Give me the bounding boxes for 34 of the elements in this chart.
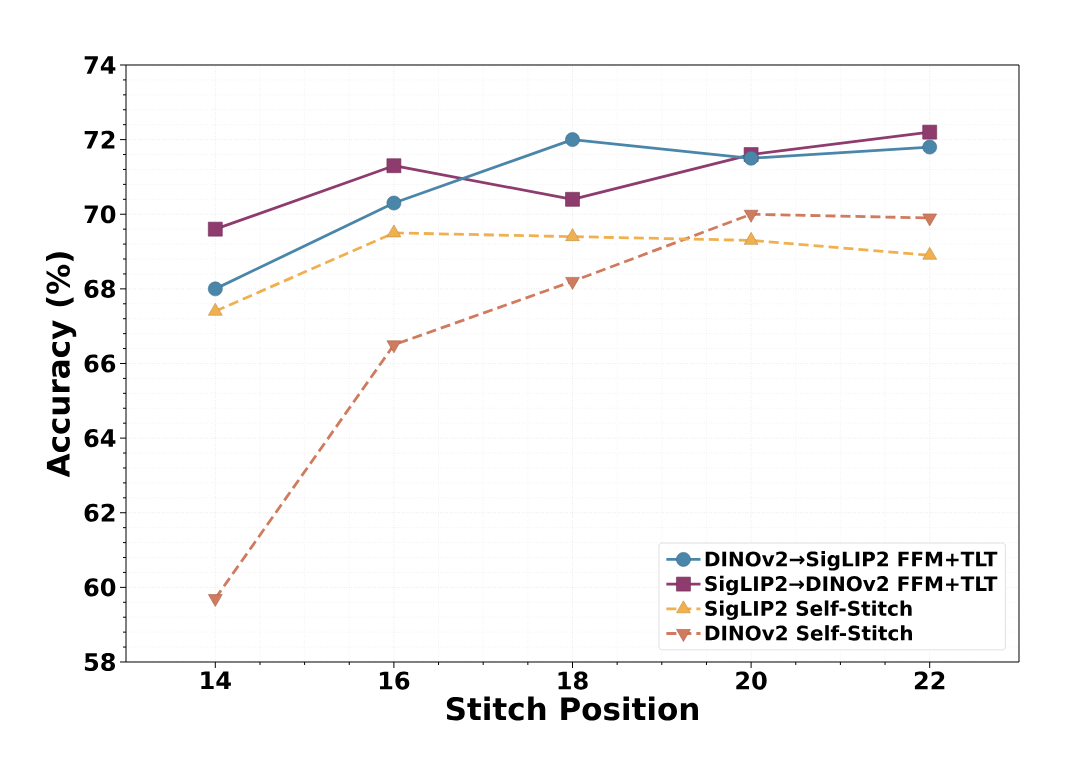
y-tick-label: 70 xyxy=(84,205,116,224)
point xyxy=(386,158,402,174)
legend-label: SigLIP2→DINOv2 FFM+TLT xyxy=(705,575,998,596)
y-tick-label: 74 xyxy=(84,56,116,74)
y-tick-label: 58 xyxy=(84,652,115,672)
point xyxy=(743,150,759,166)
y-tick-label: 62 xyxy=(84,503,115,522)
x-tick-label: 22 xyxy=(914,671,945,690)
point xyxy=(208,221,223,237)
point xyxy=(922,124,937,140)
point xyxy=(565,132,580,147)
point xyxy=(922,213,937,227)
legend-label: DINOv2 Self-Stitch xyxy=(705,625,912,641)
point xyxy=(208,594,223,607)
x-tick-label: 16 xyxy=(379,671,410,690)
point xyxy=(565,192,580,207)
point xyxy=(743,209,759,223)
point xyxy=(386,340,402,354)
y-axis-title: Accuracy (%) xyxy=(45,252,77,478)
y-tick-label: 66 xyxy=(84,354,116,373)
x-tick-label: 20 xyxy=(736,671,767,690)
x-tick-label: 18 xyxy=(558,671,588,690)
point xyxy=(565,277,580,290)
legend-label: DINOv2→SigLIP2 FFM+TLT xyxy=(705,551,998,571)
point xyxy=(208,281,223,297)
point xyxy=(922,139,937,155)
point xyxy=(386,195,402,211)
y-tick-label: 60 xyxy=(84,578,116,597)
legend-label: SigLIP2 Self-Stitch xyxy=(705,600,912,620)
x-tick-label: 14 xyxy=(201,671,231,690)
x-axis-title: Stitch Position xyxy=(446,696,698,721)
y-tick-label: 68 xyxy=(84,279,115,298)
y-tick-label: 72 xyxy=(84,130,115,149)
y-tick-label: 64 xyxy=(84,429,116,448)
